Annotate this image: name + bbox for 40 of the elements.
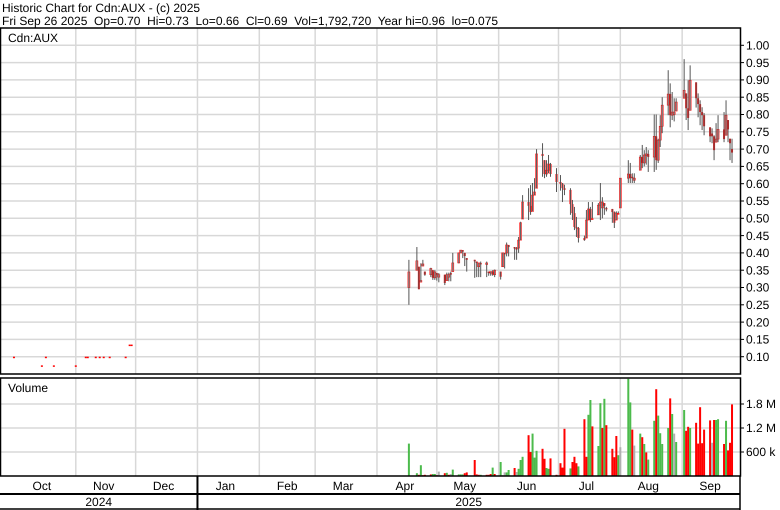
y-tick-label: 0.65 xyxy=(746,160,770,174)
y-tick-label: 0.90 xyxy=(746,73,770,88)
y-tick-label: 1.00 xyxy=(746,38,770,52)
y-tick-label: 0.50 xyxy=(746,212,770,226)
x-tick-label: Nov xyxy=(93,479,114,493)
x-tick-label: Aug xyxy=(638,479,659,493)
y-tick-label: 0.15 xyxy=(746,332,770,347)
x-tick-label: Jan xyxy=(216,479,236,493)
y-tick-label: 1.2 M xyxy=(746,421,776,436)
x-tick-label: Dec xyxy=(152,479,174,493)
y-tick-label: 0.85 xyxy=(746,90,770,104)
x-tick-label: May xyxy=(453,479,476,493)
y-tick-label: 0.10 xyxy=(746,350,770,364)
text: 2024 xyxy=(85,495,112,509)
chart-subtitle: Fri Sep 26 2025 Op=0.70 Hi=0.73 Lo=0.66 Cl=0.69 Vol=1,792,720 Year hi=0.96 lo=0.075 xyxy=(2,14,498,28)
x-tick-label: Jun xyxy=(516,479,536,493)
x-tick-label: Mar xyxy=(332,479,354,493)
y-tick-label: 1.8 M xyxy=(746,397,776,412)
x-tick-label: Oct xyxy=(32,479,52,493)
y-tick-label: 0.75 xyxy=(746,125,770,139)
y-tick-label: 0.20 xyxy=(746,315,770,330)
y-axis-title: Volume xyxy=(8,381,48,395)
y-tick-label: 0.25 xyxy=(746,298,770,312)
y-tick-label: 0.60 xyxy=(746,176,770,191)
y-tick-label: 0.45 xyxy=(746,228,770,243)
y-tick-label: 0.70 xyxy=(746,142,770,156)
y-tick-label: 0.40 xyxy=(746,246,770,260)
y-tick-label: 0.95 xyxy=(746,56,770,70)
chart-title: Historic Chart for Cdn:AUX - (c) 2025 xyxy=(2,1,200,15)
x-tick-label: Feb xyxy=(276,479,298,493)
text: 2025 xyxy=(455,495,482,509)
y-tick-label: 0.55 xyxy=(746,194,770,208)
x-tick-label: Sep xyxy=(699,479,722,493)
y-tick-label: 600 k xyxy=(746,445,776,460)
x-tick-label: Apr xyxy=(396,479,414,493)
y-tick-label: 0.80 xyxy=(746,108,770,122)
y-axis-title: Cdn:AUX xyxy=(8,31,58,45)
x-tick-label: Jul xyxy=(578,479,594,493)
y-tick-label: 0.35 xyxy=(746,263,770,278)
y-tick-label: 0.30 xyxy=(746,280,770,295)
